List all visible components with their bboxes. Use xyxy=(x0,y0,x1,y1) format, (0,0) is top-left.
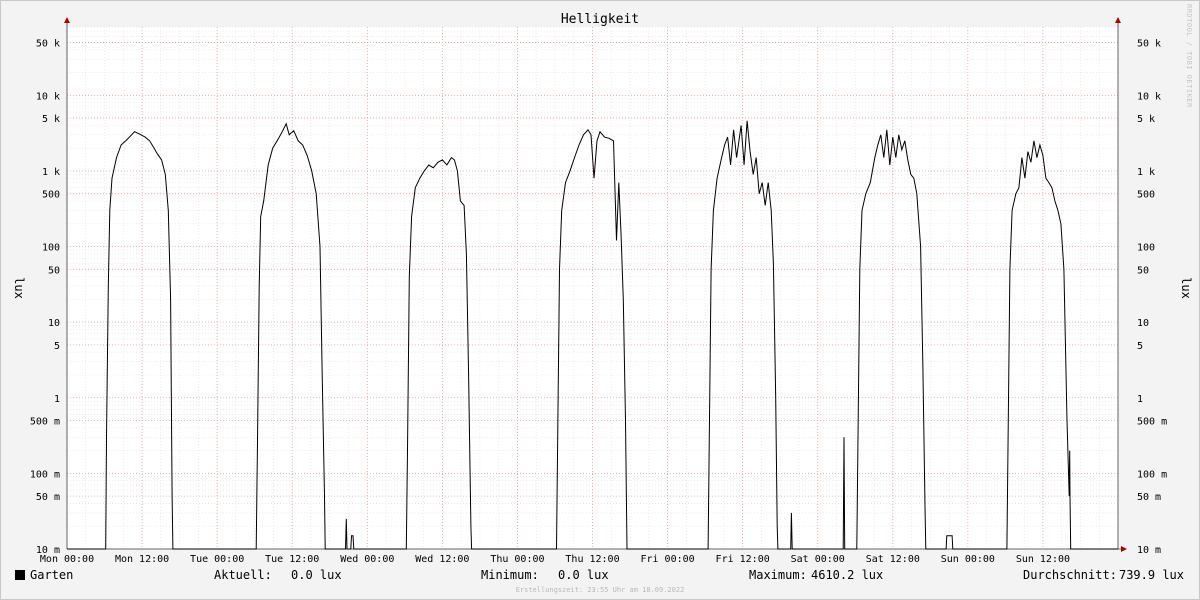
y-tick-label-right: 50 k xyxy=(1137,38,1161,49)
y-axis-title-right: lux xyxy=(1179,277,1193,299)
x-tick-label: Fri 12:00 xyxy=(716,554,770,565)
x-tick-label: Wed 12:00 xyxy=(415,554,469,565)
y-tick-label-right: 10 xyxy=(1137,318,1149,329)
grid-major xyxy=(66,27,1119,550)
legend-maximum-value: 4610.2 lux xyxy=(811,568,883,582)
x-ticks: Mon 00:00 Mon 12:00 Tue 00:00 Tue 12:00 Wed … xyxy=(40,554,1070,565)
y-tick-label-right: 10 m xyxy=(1137,545,1161,556)
x-tick-label: Tue 00:00 xyxy=(190,554,244,565)
y-tick-label-right: 1 k xyxy=(1137,167,1155,178)
y-tick-label-right: 50 m xyxy=(1137,492,1161,503)
y-tick-label-right: 50 xyxy=(1137,265,1149,276)
y-tick-label-left: 50 m xyxy=(36,492,60,503)
y-tick-label-left: 500 m xyxy=(30,417,60,428)
y-tick-label-right: 100 xyxy=(1137,243,1155,254)
x-tick-label: Thu 12:00 xyxy=(565,554,619,565)
legend-swatch-garten xyxy=(15,570,25,580)
y-axis-title-left: lux xyxy=(12,277,26,299)
legend-aktuell-value: 0.0 lux xyxy=(291,568,342,582)
chart-title: Helligkeit xyxy=(561,12,639,27)
y-ticks-right: 50 k 10 k 5 k 1 k 500 100 50 10 5 1 500 m 100 m 50 m… xyxy=(1137,38,1167,556)
x-tick-label: Tue 12:00 xyxy=(265,554,319,565)
x-tick-label: Mon 00:00 xyxy=(40,554,94,565)
y-axis-arrow-right xyxy=(1115,17,1121,23)
legend-series-name: Garten xyxy=(30,568,73,582)
y-tick-label-right: 500 xyxy=(1137,190,1155,201)
series-line-garten xyxy=(67,120,1118,550)
y-tick-label-left: 10 k xyxy=(36,91,60,102)
legend-minimum-value: 0.0 lux xyxy=(558,568,609,582)
y-tick-label-right: 5 xyxy=(1137,341,1143,352)
legend-durchschnitt-value: 739.9 lux xyxy=(1119,568,1184,582)
y-tick-label-right: 1 xyxy=(1137,394,1143,405)
x-axis-arrow xyxy=(1121,546,1127,552)
y-tick-label-right: 10 k xyxy=(1137,91,1161,102)
x-tick-label: Thu 00:00 xyxy=(490,554,544,565)
y-tick-label-right: 5 k xyxy=(1137,114,1155,125)
legend-aktuell-label: Aktuell: xyxy=(214,568,272,582)
y-axis-arrow-left xyxy=(64,17,70,23)
x-tick-label: Sun 00:00 xyxy=(941,554,995,565)
y-tick-label-left: 10 xyxy=(48,318,60,329)
y-tick-label-left: 1 xyxy=(54,394,60,405)
y-tick-label-right: 500 m xyxy=(1137,417,1167,428)
x-tick-label: Sat 12:00 xyxy=(866,554,920,565)
y-tick-label-right: 100 m xyxy=(1137,469,1167,480)
y-ticks-left: 50 k 10 k 5 k 1 k 500 100 50 10 5 1 500 m 100 m 50 m… xyxy=(30,38,60,556)
y-tick-label-left: 10 m xyxy=(36,545,60,556)
y-tick-label-left: 100 m xyxy=(30,469,60,480)
legend-minimum-label: Minimum: xyxy=(481,568,539,582)
x-tick-label: Fri 00:00 xyxy=(640,554,694,565)
y-tick-label-left: 5 xyxy=(54,341,60,352)
y-tick-label-left: 100 xyxy=(42,243,60,254)
x-tick-label: Sat 00:00 xyxy=(791,554,845,565)
y-tick-label-left: 1 k xyxy=(42,167,60,178)
rrdtool-watermark: RRDTOOL / TOBI OETIKER xyxy=(1185,4,1193,108)
y-tick-label-left: 500 xyxy=(42,190,60,201)
x-tick-label: Sun 12:00 xyxy=(1016,554,1070,565)
x-tick-label: Wed 00:00 xyxy=(340,554,394,565)
y-tick-label-left: 5 k xyxy=(42,114,60,125)
legend-maximum-label: Maximum: xyxy=(749,568,807,582)
creation-time-footer: Erstellungszeit: 23:55 Uhr am 18.09.2022 xyxy=(516,586,685,594)
legend-durchschnitt-label: Durchschnitt: xyxy=(1023,568,1117,582)
y-tick-label-left: 50 k xyxy=(36,38,60,49)
y-tick-label-left: 50 xyxy=(48,265,60,276)
x-tick-label: Mon 12:00 xyxy=(115,554,169,565)
